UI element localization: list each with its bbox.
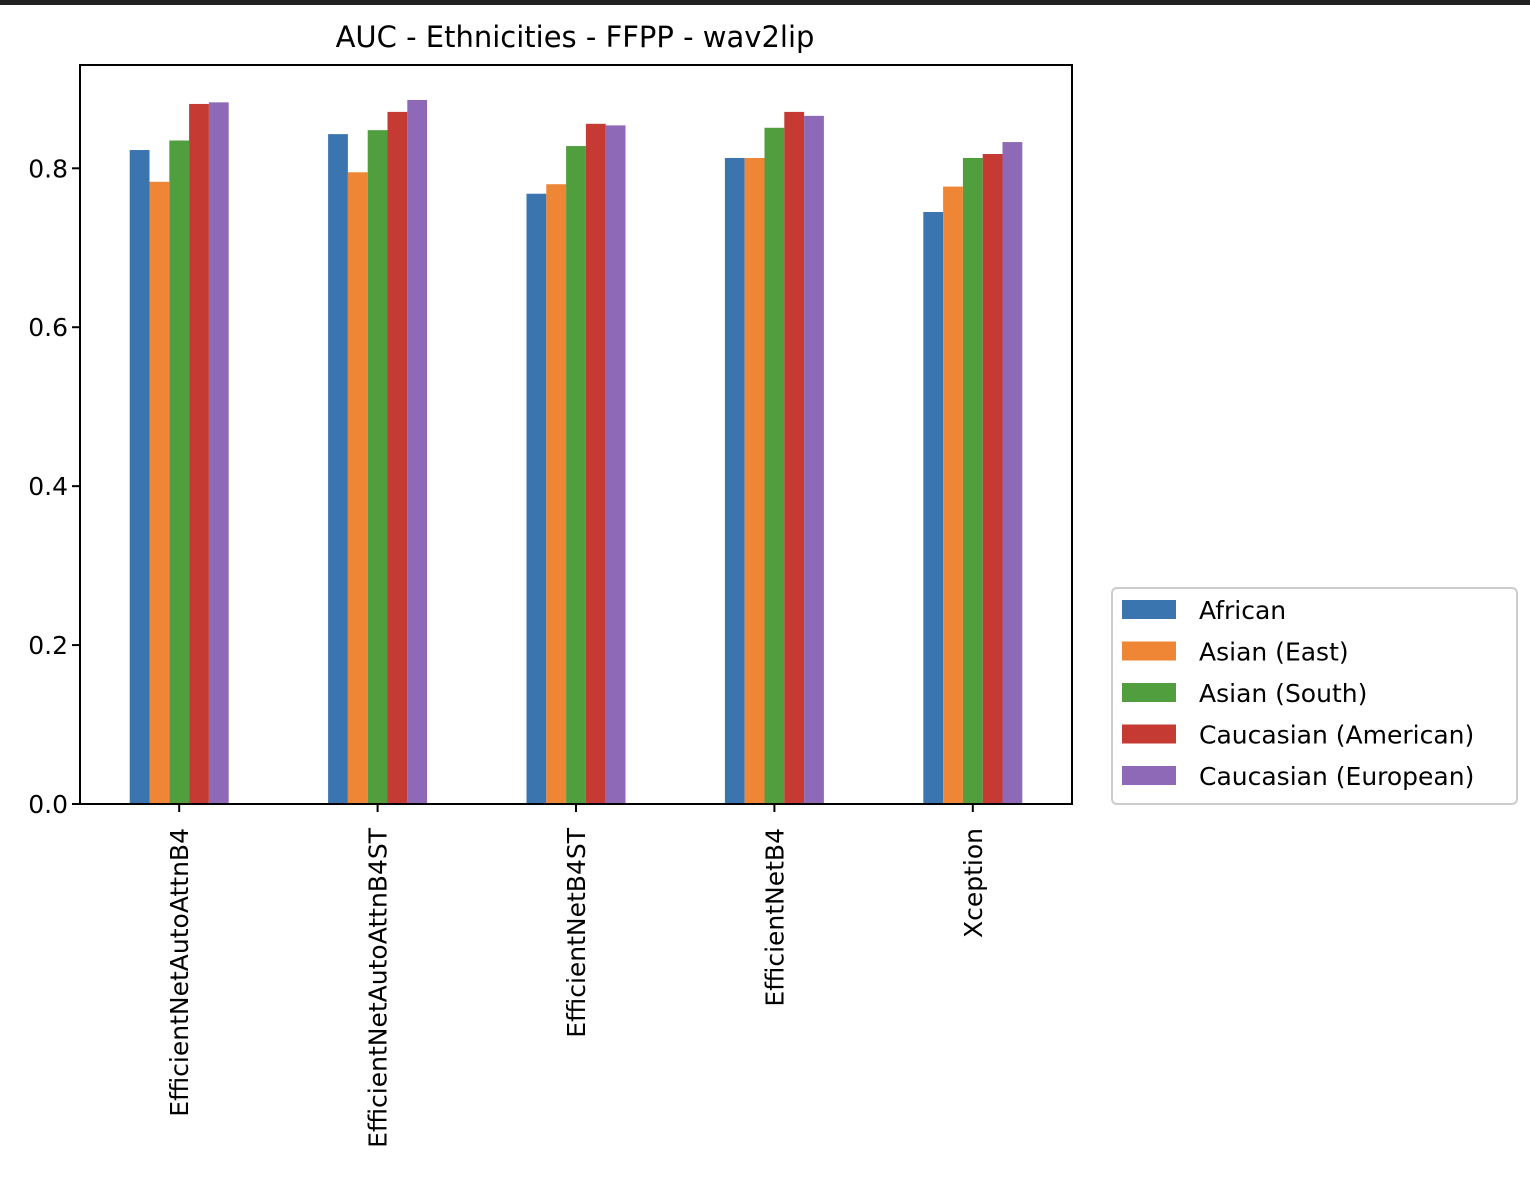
y-tick-label: 0.8	[28, 154, 68, 183]
bar-caucasian-european	[804, 115, 824, 805]
bar-asian-east	[546, 184, 567, 804]
bar-african	[129, 150, 150, 805]
bar-asian-south	[764, 127, 785, 804]
legend-swatch	[1122, 641, 1176, 661]
x-tick-label: Xception	[959, 828, 988, 938]
bar-african	[328, 134, 348, 804]
legend-label: Caucasian (European)	[1199, 762, 1474, 791]
bar-caucasian-american	[784, 111, 805, 804]
bars	[129, 99, 1023, 805]
bar-caucasian-european	[407, 99, 428, 804]
plot-frame	[79, 64, 1073, 805]
chart-title: AUC - Ethnicities - FFPP - wav2lip	[336, 20, 815, 54]
bar-african	[526, 193, 547, 805]
legend: African Asian (East) Asian (South) Caucasia…	[1111, 587, 1518, 805]
legend-label: African	[1199, 596, 1286, 625]
bar-african	[724, 157, 745, 805]
bar-african	[923, 212, 944, 804]
bar-caucasian-american	[982, 153, 1003, 804]
legend-swatch	[1122, 683, 1176, 702]
x-tick-label: EfficientNetB4	[760, 828, 789, 1007]
bar-asian-east	[149, 181, 170, 804]
legend-swatch	[1122, 724, 1176, 744]
bar-asian-east	[347, 172, 368, 805]
y-tick-label: 0.2	[28, 631, 68, 660]
bar-caucasian-european	[1002, 142, 1023, 804]
bar-asian-east	[744, 157, 765, 805]
bar-caucasian-american	[189, 103, 209, 804]
bar-asian-south	[566, 146, 586, 804]
bar-asian-south	[367, 130, 388, 805]
legend-label: Asian (East)	[1199, 638, 1349, 667]
x-tick-label: EfficientNetB4ST	[562, 827, 591, 1037]
x-tick-label: EfficientNetAutoAttnB4	[165, 828, 194, 1117]
bar-asian-east	[943, 186, 963, 805]
legend-swatch	[1122, 766, 1176, 785]
y-tick-label: 0.6	[28, 313, 68, 342]
bar-caucasian-american	[387, 111, 408, 804]
bar-asian-south	[169, 140, 190, 804]
legend-label: Caucasian (American)	[1199, 721, 1474, 750]
legend-swatch	[1122, 600, 1176, 619]
legend-frame	[1111, 587, 1518, 805]
bar-asian-south	[962, 157, 983, 805]
x-tick-label: EfficientNetAutoAttnB4ST	[364, 827, 393, 1148]
bar-caucasian-american	[585, 123, 606, 805]
bar-caucasian-european	[208, 102, 229, 805]
y-tick-label: 0.4	[28, 472, 68, 501]
legend-label: Asian (South)	[1199, 679, 1367, 708]
x-axis: EfficientNetAutoAttnB4 EfficientNetAutoAt…	[165, 804, 988, 1148]
y-tick-label: 0.0	[28, 790, 68, 819]
bar-caucasian-european	[605, 125, 626, 804]
y-axis: 0.0 0.2 0.4 0.6 0.8	[28, 154, 80, 819]
window-top-border	[0, 0, 1530, 5]
